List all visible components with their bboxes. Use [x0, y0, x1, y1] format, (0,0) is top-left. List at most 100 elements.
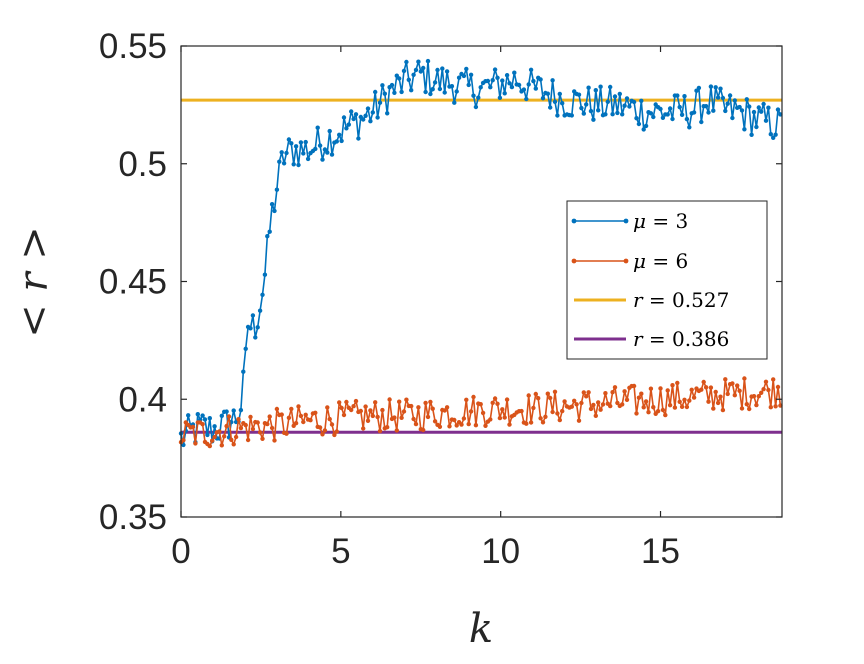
series-1-point	[684, 404, 690, 410]
series-1-point	[394, 428, 399, 433]
series-1-point	[243, 422, 248, 428]
series-1-point	[557, 417, 562, 423]
series-1-point	[325, 405, 330, 410]
series-0-point	[763, 118, 769, 123]
series-0-point	[773, 132, 778, 137]
series-1-point	[504, 397, 510, 402]
series-0-point	[509, 84, 515, 90]
series-1-point	[581, 390, 586, 395]
series-1-point	[658, 386, 663, 391]
series-1-point	[190, 424, 196, 430]
series-0-point	[471, 93, 476, 98]
series-0-point	[715, 95, 721, 100]
series-0-point	[430, 87, 435, 92]
series-0-point	[744, 97, 749, 102]
series-0-point	[370, 110, 375, 115]
series-0-point	[682, 94, 687, 99]
series-0-point	[495, 75, 500, 81]
series-0-point	[262, 272, 268, 277]
legend-equals: =	[643, 288, 672, 312]
legend-label-0: μ = 3	[633, 209, 688, 233]
legend-symbol: r	[633, 327, 644, 351]
series-0-point	[353, 112, 359, 117]
series-0-point	[708, 84, 714, 89]
series-1-point	[663, 412, 668, 418]
series-1-point	[754, 402, 759, 408]
legend-marker-end-1	[623, 258, 629, 264]
series-0-point	[243, 346, 248, 351]
series-1-point	[675, 380, 680, 386]
series-0-point	[569, 113, 574, 118]
series-1-point	[677, 399, 682, 404]
series-1-point	[545, 391, 550, 396]
legend-marker-start-0	[571, 218, 577, 224]
y-axis-label: < r >	[11, 226, 57, 338]
series-0-point	[739, 108, 745, 113]
series-0-point	[478, 85, 483, 90]
series-1-point	[672, 405, 678, 410]
series-1-point	[715, 400, 721, 406]
series-0-point	[684, 116, 690, 122]
series-0-point	[452, 100, 457, 105]
legend-equals: =	[646, 249, 675, 273]
legend-equals: =	[643, 327, 672, 351]
series-0-point	[557, 91, 562, 97]
series-1-point	[293, 421, 299, 426]
series-0-point	[605, 99, 610, 105]
series-0-point	[385, 111, 390, 116]
series-0-point	[421, 65, 426, 71]
series-1-point	[313, 410, 318, 415]
series-1-point	[432, 419, 438, 424]
series-0-point	[687, 125, 692, 130]
series-1-point	[411, 416, 416, 422]
series-0-point	[195, 412, 200, 417]
series-1-point	[531, 405, 536, 411]
series-0-point	[591, 117, 596, 122]
series-0-point	[437, 86, 443, 92]
series-0-point	[492, 67, 498, 72]
series-1-point	[296, 404, 301, 409]
series-1-point	[620, 402, 625, 407]
series-0-point	[325, 150, 330, 155]
series-1-point	[488, 417, 493, 422]
series-1-point	[773, 404, 778, 409]
series-0-point	[679, 112, 685, 118]
series-0-point	[344, 126, 349, 131]
series-0-point	[675, 93, 680, 98]
series-0-point	[334, 139, 339, 144]
series-1-point	[461, 416, 467, 421]
series-0-point	[224, 409, 229, 414]
series-1-point	[560, 408, 565, 414]
series-0-point	[231, 408, 236, 413]
series-1-point	[353, 398, 359, 404]
series-1-point	[219, 443, 224, 448]
series-1-point	[775, 384, 781, 390]
series-0-point	[260, 292, 265, 297]
series-0-point	[313, 146, 318, 152]
series-0-point	[747, 104, 752, 109]
legend-label-1: μ = 6	[633, 249, 688, 273]
series-1-point	[207, 443, 212, 449]
series-1-point	[643, 399, 649, 404]
series-1-point	[497, 415, 503, 421]
series-1-point	[725, 391, 730, 397]
series-1-point	[404, 397, 409, 402]
series-1-point	[222, 434, 227, 439]
series-0-point	[761, 101, 766, 107]
series-0-point	[361, 117, 366, 122]
series-1-point	[212, 434, 217, 440]
legend-value: 6	[675, 249, 688, 273]
series-0-point	[497, 95, 503, 101]
series-0-point	[660, 115, 666, 121]
series-1-point	[603, 391, 608, 396]
series-0-point	[576, 92, 582, 97]
series-0-point	[315, 125, 320, 130]
series-1-point	[380, 407, 385, 413]
series-1-point	[224, 423, 229, 429]
series-0-point	[186, 413, 191, 418]
series-0-point	[286, 137, 292, 142]
series-0-point	[250, 313, 256, 318]
series-0-point	[713, 85, 718, 90]
series-0-point	[615, 110, 620, 116]
